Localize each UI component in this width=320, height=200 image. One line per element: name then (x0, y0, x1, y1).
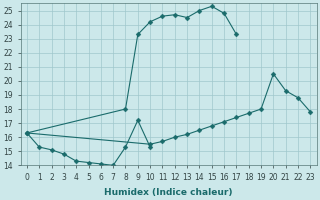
X-axis label: Humidex (Indice chaleur): Humidex (Indice chaleur) (104, 188, 233, 197)
